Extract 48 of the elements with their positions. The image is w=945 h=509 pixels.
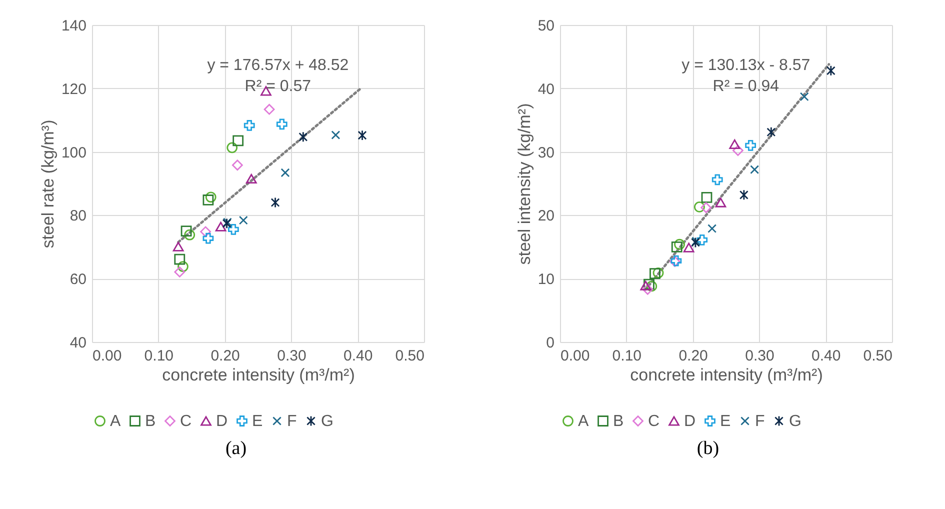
- legend-label: G: [788, 413, 801, 430]
- x-tick-label: 0.40: [344, 348, 373, 364]
- legend-label: A: [110, 413, 121, 430]
- x-tick-label: 0.20: [210, 348, 240, 364]
- y-tick-label: 120: [61, 80, 86, 98]
- x-tick-label: 0.20: [678, 348, 708, 364]
- x-tick-label: 0.50: [862, 348, 892, 364]
- legend-label: A: [578, 413, 588, 430]
- y-tick-label: 20: [537, 208, 554, 225]
- y-tick-label: 140: [61, 18, 86, 34]
- legend-label: F: [287, 413, 297, 430]
- annotation: R² = 0.94: [712, 78, 779, 95]
- y-tick-label: 100: [61, 144, 86, 162]
- x-tick-label: 0.00: [560, 348, 590, 364]
- x-tick-label: 0.10: [144, 348, 174, 364]
- y-tick-label: 10: [537, 271, 554, 288]
- legend-label: G: [321, 413, 334, 430]
- x-tick-label: 0.00: [92, 348, 122, 364]
- legend-label: C: [180, 413, 192, 430]
- annotation: y = 176.57x + 48.52: [207, 57, 349, 74]
- legend-label: B: [145, 413, 156, 430]
- y-tick-label: 80: [70, 208, 86, 225]
- legend-label: F: [754, 413, 764, 430]
- x-tick-label: 0.50: [395, 348, 424, 364]
- x-axis-title: concrete intensity (m³/m²): [162, 366, 355, 384]
- legend-label: D: [216, 413, 228, 430]
- y-tick-label: 0: [546, 334, 554, 352]
- y-axis-title: steel intensity (kg/m²): [514, 103, 534, 265]
- y-tick-label: 50: [537, 18, 554, 34]
- legend-label: E: [720, 413, 730, 430]
- y-tick-label: 60: [70, 271, 86, 288]
- x-tick-label: 0.30: [277, 348, 306, 364]
- y-tick-label: 30: [537, 144, 554, 162]
- y-tick-label: 40: [70, 334, 86, 352]
- annotation: R² = 0.57: [244, 78, 312, 95]
- x-axis-title: concrete intensity (m³/m²): [630, 366, 822, 384]
- legend-label: C: [648, 413, 660, 430]
- legend-label: B: [612, 413, 624, 430]
- text: (b): [696, 438, 720, 460]
- x-tick-label: 0.30: [744, 348, 774, 364]
- legend-label: D: [684, 413, 696, 430]
- y-axis-title: steel rate (kg/m³): [38, 120, 58, 248]
- x-tick-label: 0.40: [811, 348, 840, 364]
- y-tick-label: 40: [537, 80, 554, 98]
- legend-label: E: [252, 413, 263, 430]
- annotation: y = 130.13x - 8.57: [681, 57, 810, 74]
- x-tick-label: 0.10: [612, 348, 641, 364]
- text: (a): [225, 438, 247, 460]
